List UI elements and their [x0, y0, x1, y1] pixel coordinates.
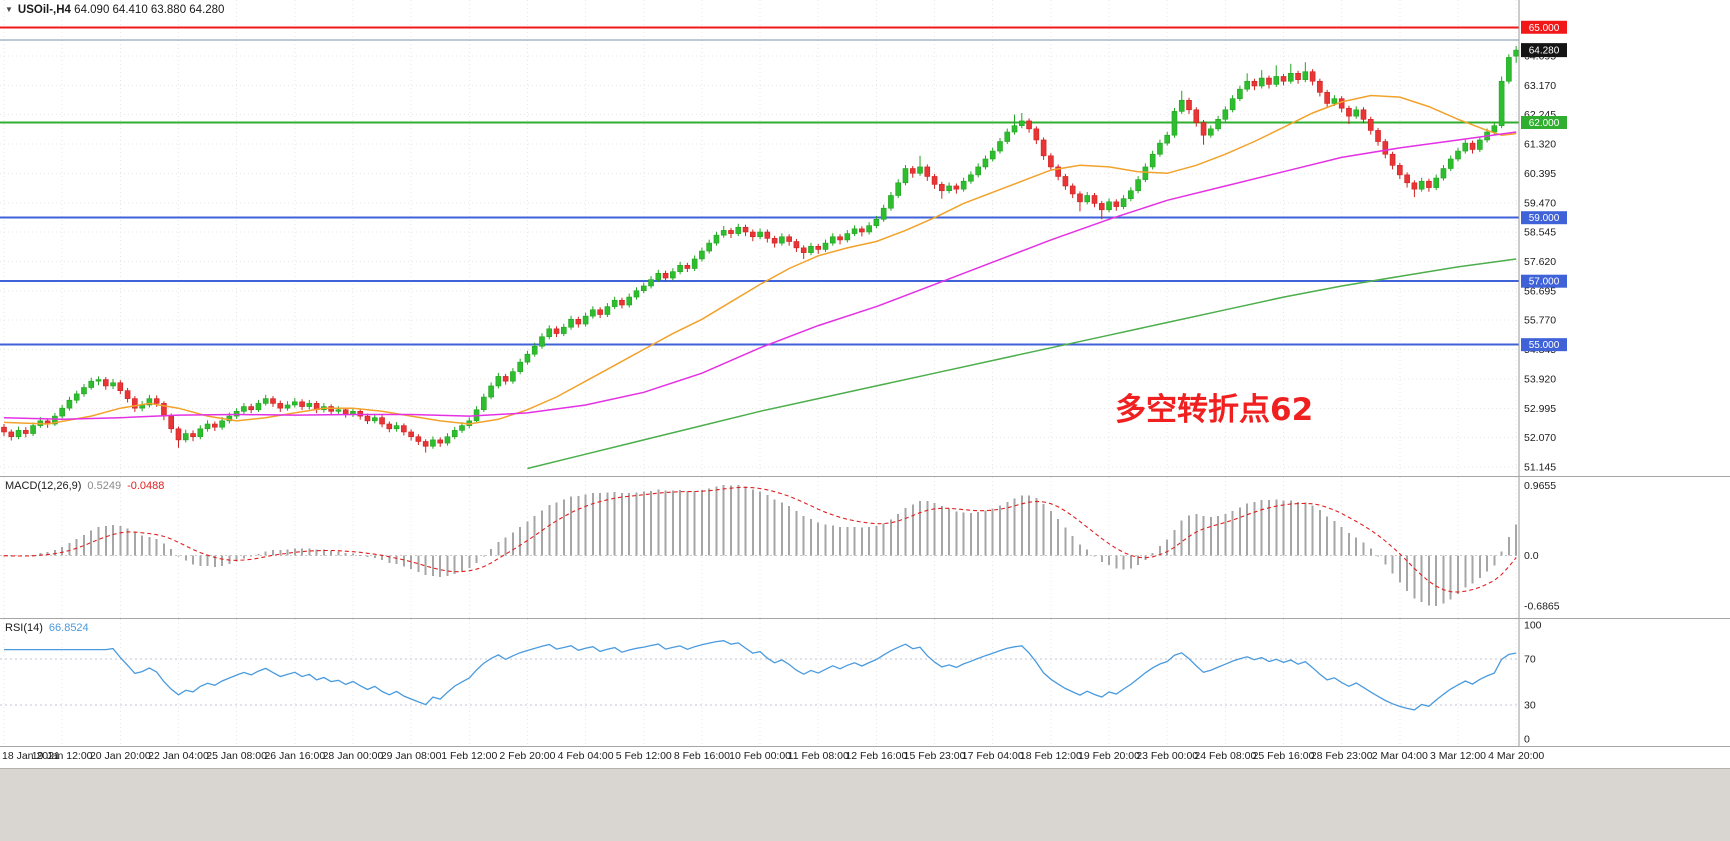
ohlc-values: 64.090 64.410 63.880 64.280 — [74, 4, 225, 16]
date-tick-label: 4 Feb 04:00 — [557, 750, 614, 762]
candles-layer — [1, 46, 1519, 453]
price-axis-labels: 64.09563.17062.24561.32060.39559.47058.5… — [1524, 51, 1556, 474]
svg-text:70: 70 — [1524, 654, 1536, 666]
date-tick-label: 23 Feb 00:00 — [1136, 750, 1199, 762]
rsi-line — [4, 640, 1517, 711]
rsi-canvas[interactable]: 100 70 30 0 — [0, 619, 1730, 746]
grid-horizontal — [0, 55, 1519, 468]
date-tick-label: 24 Feb 08:00 — [1194, 750, 1257, 762]
svg-text:64.280: 64.280 — [1529, 46, 1560, 57]
svg-text:0.9655: 0.9655 — [1524, 480, 1556, 492]
svg-text:100: 100 — [1524, 620, 1542, 632]
macd-pane: MACD(12,26,9) 0.5249 -0.0488 0.9655 0.0 -0.6… — [0, 476, 1730, 618]
chart-title: ▼ USOil-,H4 64.090 64.410 63.880 64.280 — [5, 4, 224, 16]
svg-text:62.000: 62.000 — [1529, 118, 1560, 129]
macd-canvas[interactable]: 0.9655 0.0 -0.6865 — [0, 477, 1730, 618]
date-tick-label: 1 Feb 12:00 — [441, 750, 498, 762]
footer-strip — [0, 768, 1730, 841]
rsi-value: 66.8524 — [48, 622, 89, 634]
macd-histogram — [3, 485, 1518, 606]
svg-text:59.000: 59.000 — [1529, 213, 1560, 224]
date-tick-label: 19 Feb 20:00 — [1078, 750, 1140, 762]
date-tick-label: 26 Jan 16:00 — [264, 750, 326, 762]
macd-name: MACD(12,26,9) — [5, 480, 82, 492]
date-tick-label: 4 Mar 20:00 — [1488, 750, 1545, 762]
rsi-indicator-label: RSI(14) 66.8524 — [5, 622, 89, 634]
svg-text:30: 30 — [1524, 699, 1536, 711]
main-chart-pane: ▼ USOil-,H4 64.090 64.410 63.880 64.280 多… — [0, 0, 1730, 476]
macd-main-value: 0.5249 — [87, 480, 122, 492]
grid-vertical — [3, 0, 1517, 476]
date-tick-label: 28 Jan 00:00 — [322, 750, 384, 762]
macd-signal-value: -0.0488 — [127, 480, 165, 492]
svg-text:53.920: 53.920 — [1524, 373, 1556, 385]
ma-slow-green — [527, 258, 1517, 470]
svg-text:61.320: 61.320 — [1524, 139, 1556, 151]
svg-text:59.470: 59.470 — [1524, 197, 1556, 209]
rsi-name: RSI(14) — [5, 622, 43, 634]
date-tick-label: 15 Feb 23:00 — [903, 750, 966, 762]
date-tick-label: 3 Mar 12:00 — [1429, 750, 1487, 762]
date-tick-label: 17 Feb 04:00 — [961, 750, 1024, 762]
symbol-timeframe-label: USOil-,H4 — [17, 4, 71, 16]
svg-text:57.620: 57.620 — [1524, 256, 1556, 268]
macd-axis-labels: 0.9655 0.0 -0.6865 — [1524, 480, 1560, 613]
svg-text:0: 0 — [1524, 734, 1530, 746]
date-tick-label: 8 Feb 16:00 — [673, 750, 730, 762]
svg-text:57.000: 57.000 — [1529, 277, 1560, 288]
date-tick-label: 25 Feb 16:00 — [1252, 750, 1315, 762]
svg-text:52.070: 52.070 — [1524, 432, 1556, 444]
macd-indicator-label: MACD(12,26,9) 0.5249 -0.0488 — [5, 480, 164, 492]
rsi-axis-labels: 100 70 30 0 — [1524, 620, 1542, 746]
svg-text:51.145: 51.145 — [1524, 462, 1556, 474]
svg-text:52.995: 52.995 — [1524, 403, 1556, 415]
symbol-expand-arrow-icon[interactable]: ▼ — [5, 5, 13, 14]
svg-text:0.0: 0.0 — [1524, 550, 1539, 562]
macd-signal-line — [3, 486, 1517, 593]
svg-text:65.000: 65.000 — [1529, 23, 1560, 34]
date-tick-label: 2 Mar 04:00 — [1371, 750, 1428, 762]
svg-text:55.000: 55.000 — [1529, 340, 1560, 351]
date-tick-label: 25 Jan 08:00 — [206, 750, 267, 762]
date-tick-label: 19 Jan 12:00 — [31, 750, 93, 762]
ma-mid-magenta — [3, 131, 1517, 421]
grid-vertical — [3, 619, 1517, 746]
svg-text:55.770: 55.770 — [1524, 315, 1556, 327]
current-price-label: 64.280 — [1521, 43, 1567, 58]
price-level-badges: 65.000 62.000 59.000 57.000 55.000 — [1521, 20, 1567, 352]
date-tick-label: 29 Jan 08:00 — [380, 750, 442, 762]
date-tick-label: 12 Feb 16:00 — [845, 750, 908, 762]
svg-text:58.545: 58.545 — [1524, 227, 1556, 239]
date-tick-label: 22 Jan 04:00 — [148, 750, 209, 762]
main-chart-canvas[interactable]: 64.09563.17062.24561.32060.39559.47058.5… — [0, 0, 1730, 476]
horizontal-level-lines — [0, 26, 1519, 346]
date-tick-label: 5 Feb 12:00 — [615, 750, 672, 762]
svg-text:60.395: 60.395 — [1524, 168, 1556, 180]
rsi-pane: RSI(14) 66.8524 100 70 30 0 — [0, 618, 1730, 746]
date-tick-label: 11 Feb 08:00 — [787, 750, 849, 762]
svg-text:-0.6865: -0.6865 — [1524, 601, 1560, 613]
date-tick-label: 18 Feb 12:00 — [1019, 750, 1082, 762]
date-tick-label: 10 Feb 00:00 — [729, 750, 792, 762]
date-tick-label: 28 Feb 23:00 — [1310, 750, 1373, 762]
date-tick-label: 20 Jan 20:00 — [89, 750, 151, 762]
date-tick-label: 18 Jan 2021 — [2, 750, 60, 762]
date-tick-label: 2 Feb 20:00 — [499, 750, 556, 762]
time-axis[interactable]: 18 Jan 2021 19 Jan 12:00 20 Jan 20:00 22 Ja… — [0, 746, 1730, 768]
svg-text:63.170: 63.170 — [1524, 80, 1556, 92]
svg-text:56.695: 56.695 — [1524, 285, 1556, 297]
